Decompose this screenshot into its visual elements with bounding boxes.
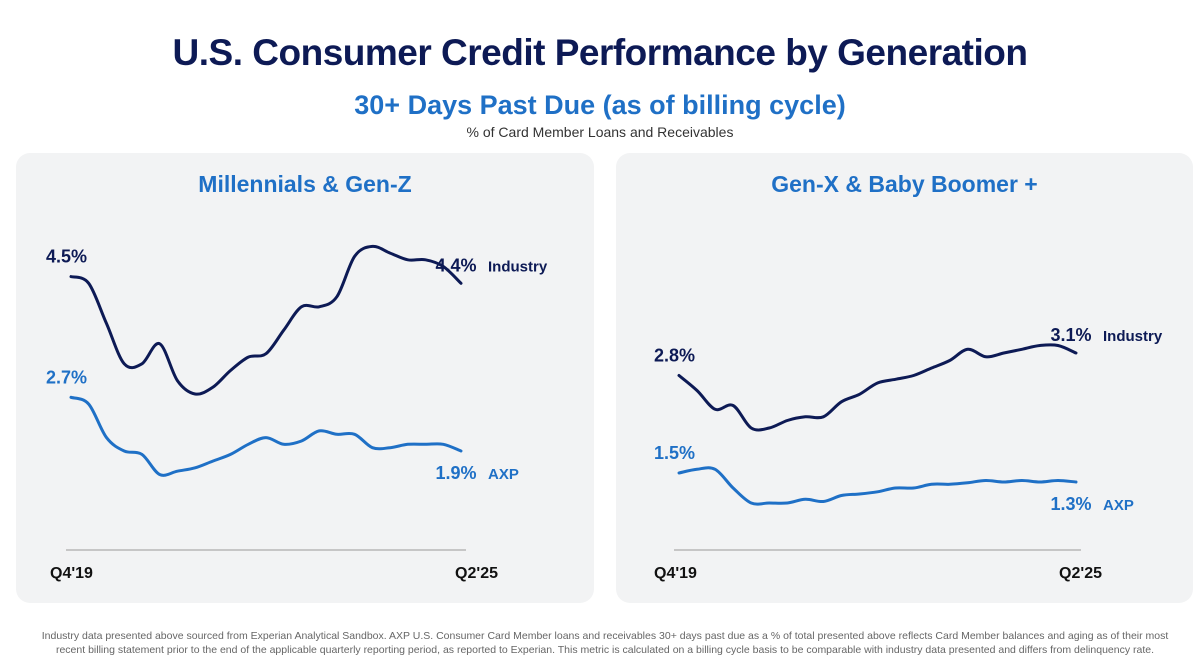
end-value-label-industry: 4.4% xyxy=(435,255,476,275)
page-subtitle: 30+ Days Past Due (as of billing cycle) xyxy=(354,90,846,120)
series-name-label-axp: AXP xyxy=(1103,497,1134,514)
footnote: Industry data presented above sourced fr… xyxy=(41,630,1169,656)
page-title: U.S. Consumer Credit Performance by Gene… xyxy=(172,32,1028,73)
start-value-label-axp: 1.5% xyxy=(654,443,695,463)
end-value-label-axp: 1.3% xyxy=(1050,494,1091,514)
series-name-label-industry: Industry xyxy=(488,258,548,275)
x-tick-label: Q4'19 xyxy=(50,565,93,582)
start-value-label-industry: 4.5% xyxy=(46,247,87,267)
start-value-label-industry: 2.8% xyxy=(654,346,695,366)
series-line-industry xyxy=(69,244,463,396)
series-line-axp xyxy=(677,466,1078,506)
chart-title: Millennials & Gen-Z xyxy=(198,171,412,197)
x-tick-label: Q2'25 xyxy=(455,565,498,582)
chart-panel-millennials: Millennials & Gen-Z Q4'19 Q2'25 4.5% 4.4% In… xyxy=(16,153,594,603)
series-line-axp xyxy=(69,395,463,477)
series-name-label-axp: AXP xyxy=(488,466,519,483)
line-chart-genx: Q4'19 Q2'25 2.8% 3.1% Industry 1.5% 1.3% AXP xyxy=(654,325,1163,582)
end-value-label-industry: 3.1% xyxy=(1050,325,1091,345)
unit-label: % of Card Member Loans and Receivables xyxy=(466,124,734,140)
end-value-label-axp: 1.9% xyxy=(435,463,476,483)
x-tick-label: Q4'19 xyxy=(654,565,697,582)
series-name-label-industry: Industry xyxy=(1103,328,1163,345)
line-chart-millennials: Q4'19 Q2'25 4.5% 4.4% Industry 2.7% 1.9% AXP xyxy=(46,244,548,582)
series-line-industry xyxy=(677,343,1078,432)
chart-title: Gen-X & Baby Boomer + xyxy=(771,171,1038,197)
chart-panel-genx: Gen-X & Baby Boomer + Q4'19 Q2'25 2.8% 3.1%… xyxy=(616,153,1193,603)
x-tick-label: Q2'25 xyxy=(1059,565,1102,582)
start-value-label-axp: 2.7% xyxy=(46,367,87,387)
